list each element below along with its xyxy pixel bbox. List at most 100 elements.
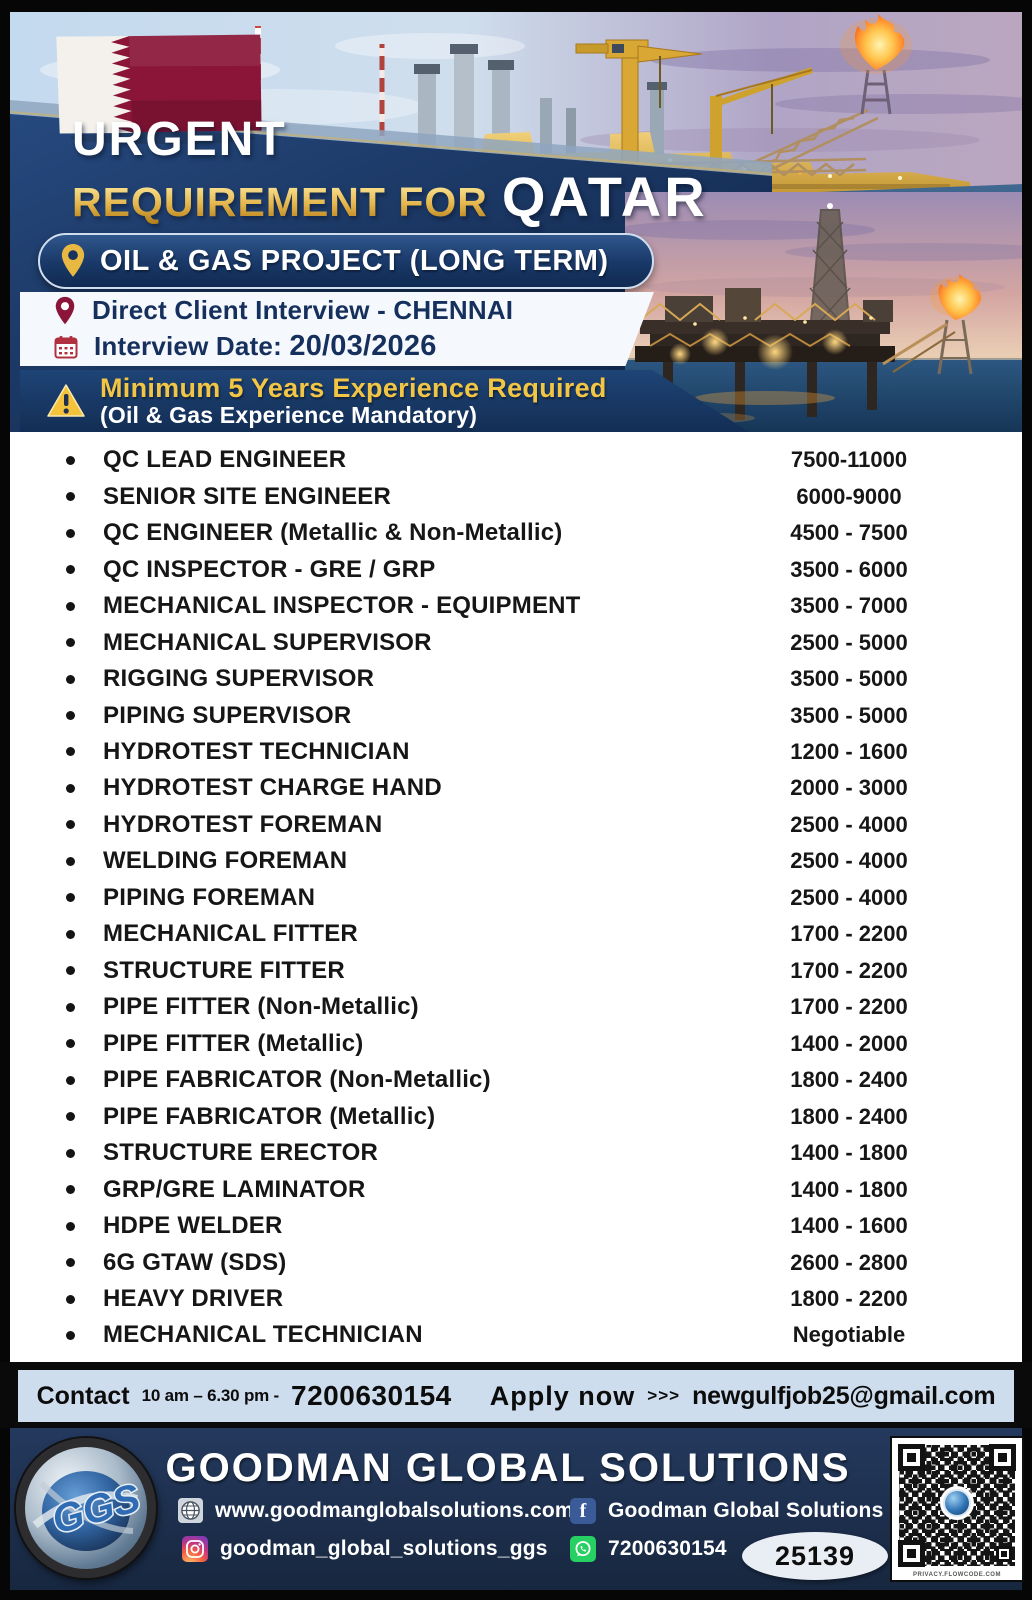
bullet-icon (66, 966, 75, 976)
bullet-icon (66, 1221, 75, 1231)
title-country: QATAR (501, 165, 708, 228)
qatar-flag (56, 34, 262, 145)
bullet-icon (66, 455, 75, 465)
instagram-handle[interactable]: goodman_global_solutions_ggs (220, 1537, 548, 1560)
job-title: HYDROTEST TECHNICIAN (103, 737, 410, 765)
arrows-icon: >>> (647, 1386, 681, 1405)
globe-icon (178, 1498, 203, 1523)
bullet-icon (66, 1075, 75, 1085)
job-salary: 1700 - 2200 (790, 994, 908, 1020)
job-row: QC INSPECTOR - GRE / GRP 3500 - 6000 (10, 556, 956, 584)
job-salary: 2500 - 5000 (790, 629, 908, 655)
job-title: HEAVY DRIVER (103, 1285, 284, 1313)
job-title: GRP/GRE LAMINATOR (103, 1175, 366, 1203)
job-title: STRUCTURE FITTER (103, 956, 345, 984)
qr-finder-icon (898, 1444, 925, 1471)
job-title: PIPE FITTER (Metallic) (103, 1029, 364, 1057)
title-urgent: URGENT (72, 113, 287, 166)
qr-center-logo (940, 1486, 974, 1521)
job-salary: 3500 - 5000 (790, 702, 908, 728)
job-title: HYDROTEST FOREMAN (103, 810, 383, 838)
bullet-icon (66, 783, 75, 793)
bullet-icon (66, 492, 75, 502)
job-row: STRUCTURE ERECTOR 1400 - 1800 (10, 1139, 956, 1167)
job-title: HYDROTEST CHARGE HAND (103, 774, 442, 802)
contact-strip: Contact 10 am – 6.30 pm - 7200630154 App… (18, 1370, 1014, 1422)
job-row: GRP/GRE LAMINATOR 1400 - 1800 (10, 1176, 956, 1204)
job-title: PIPING SUPERVISOR (103, 701, 352, 729)
job-title: MECHANICAL SUPERVISOR (103, 628, 432, 656)
company-name: GOODMAN GLOBAL SOLUTIONS (165, 1446, 851, 1490)
job-title: MECHANICAL FITTER (103, 920, 358, 948)
job-title: RIGGING SUPERVISOR (103, 665, 375, 693)
oil-rig-photo (625, 192, 1022, 432)
bullet-icon (66, 565, 75, 575)
map-pin-icon (55, 296, 75, 324)
job-row: HYDROTEST CHARGE HAND 2000 - 3000 (10, 774, 956, 802)
job-salary: 6000-9000 (796, 483, 902, 509)
apply-now-label: Apply now (489, 1380, 636, 1411)
experience-requirement-band: Minimum 5 Years Experience Required (Oil… (20, 370, 750, 432)
reference-number-badge: 25139 (742, 1532, 888, 1580)
bullet-icon (66, 856, 75, 866)
job-title: PIPE FABRICATOR (Non-Metallic) (103, 1066, 491, 1094)
qr-finder-icon (989, 1444, 1016, 1471)
project-banner-label: OIL & GAS PROJECT (LONG TERM) (100, 244, 609, 277)
interview-location-text: Direct Client Interview - CHENNAI (92, 295, 514, 325)
job-salary: 2000 - 3000 (790, 775, 908, 801)
bullet-icon (66, 893, 75, 903)
job-salary: 3500 - 5000 (790, 666, 908, 692)
company-logo: GGS (16, 1438, 156, 1578)
job-salary: 1200 - 1600 (790, 738, 908, 764)
rig-flare-tower (882, 274, 982, 375)
whatsapp-number[interactable]: 7200630154 (608, 1537, 727, 1560)
job-salary: 1700 - 2200 (790, 921, 908, 947)
bullet-icon (66, 1258, 75, 1268)
bullet-icon (66, 638, 75, 648)
contact-band: Contact 10 am – 6.30 pm - 7200630154 App… (0, 1362, 1032, 1428)
job-title: WELDING FOREMAN (103, 847, 348, 875)
qr-finder-icon (898, 1540, 925, 1567)
facebook-icon: f (570, 1498, 596, 1524)
job-title: HDPE WELDER (103, 1212, 283, 1240)
facebook-name[interactable]: Goodman Global Solutions (608, 1499, 884, 1522)
apply-email[interactable]: newgulfjob25@gmail.com (692, 1381, 996, 1410)
flare-stack (860, 69, 892, 115)
website-url[interactable]: www.goodmanglobalsolutions.com (215, 1498, 574, 1522)
qr-caption: PRIVACY.FLOWCODE.COM (913, 1572, 1001, 1578)
job-salary: 1800 - 2200 (790, 1286, 908, 1312)
job-row: 6G GTAW (SDS) 2600 - 2800 (10, 1249, 956, 1277)
contact-phone[interactable]: 7200630154 (291, 1380, 452, 1411)
experience-line1: Minimum 5 Years Experience Required (100, 373, 607, 403)
job-salary: 2500 - 4000 (790, 848, 908, 874)
bullet-icon (66, 1148, 75, 1158)
job-salary: 7500-11000 (790, 447, 908, 473)
interview-location-row: Direct Client Interview - CHENNAI (54, 295, 654, 326)
job-row: HDPE WELDER 1400 - 1600 (10, 1212, 956, 1240)
title-line2: REQUIREMENT FOR QATAR (72, 164, 708, 229)
job-title: QC ENGINEER (Metallic & Non-Metallic) (103, 519, 563, 547)
job-title: MECHANICAL TECHNICIAN (103, 1321, 423, 1349)
job-row: MECHANICAL FITTER 1700 - 2200 (10, 920, 956, 948)
bullet-icon (66, 1330, 75, 1340)
job-row: SENIOR SITE ENGINEER 6000-9000 (10, 483, 956, 511)
job-row: STRUCTURE FITTER 1700 - 2200 (10, 957, 956, 985)
whatsapp-row: 7200630154 (570, 1536, 727, 1562)
bullet-icon (66, 1185, 75, 1195)
qr-finder-icon (996, 1546, 1012, 1562)
job-salary: 1400 - 2000 (790, 1030, 908, 1056)
job-salary: 3500 - 6000 (790, 556, 908, 582)
bullet-icon (66, 820, 75, 830)
interview-date-label: Interview Date: (94, 331, 282, 361)
project-banner: OIL & GAS PROJECT (LONG TERM) (38, 233, 654, 289)
job-row: QC ENGINEER (Metallic & Non-Metallic) 45… (10, 519, 956, 547)
bullet-icon (66, 528, 75, 538)
job-row: MECHANICAL INSPECTOR - EQUIPMENT 3500 - … (10, 592, 956, 620)
instagram-row: goodman_global_solutions_ggs (182, 1536, 548, 1562)
job-title: SENIOR SITE ENGINEER (103, 482, 392, 510)
job-salary: 2500 - 4000 (790, 811, 908, 837)
warning-icon (47, 384, 85, 417)
bullet-icon (66, 601, 75, 611)
qr-code[interactable]: PRIVACY.FLOWCODE.COM (890, 1436, 1024, 1582)
